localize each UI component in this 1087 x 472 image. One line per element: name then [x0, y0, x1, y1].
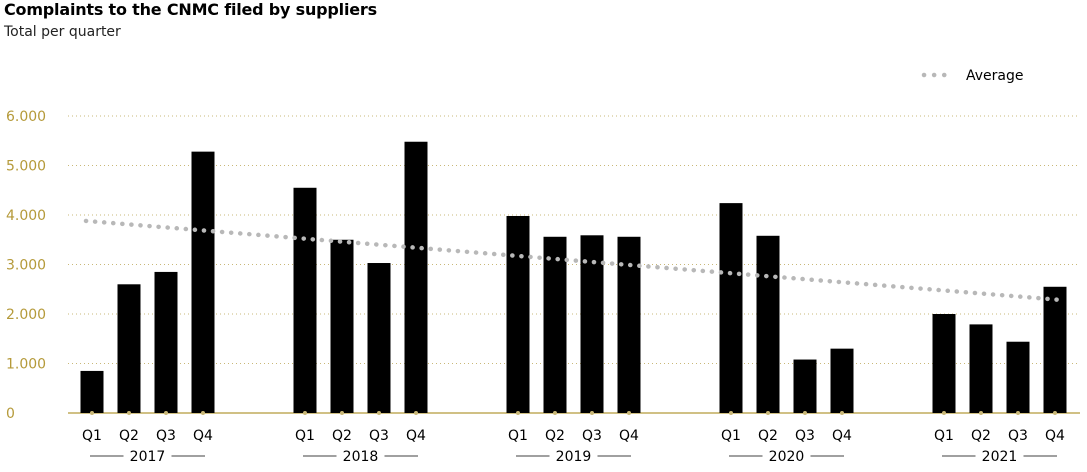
bar — [830, 348, 854, 413]
average-trend-line — [83, 218, 1060, 302]
bar — [80, 370, 104, 413]
x-tick-label: Q4 — [832, 428, 852, 444]
x-tick-marker — [590, 411, 594, 415]
year-label: 2019 — [556, 449, 592, 465]
x-tick-marker — [627, 411, 631, 415]
y-tick-label: 2.000 — [6, 307, 46, 323]
x-tick-marker — [414, 411, 418, 415]
x-tick-label: Q2 — [545, 428, 565, 444]
bar — [756, 235, 780, 413]
y-tick-label: 4.000 — [6, 208, 46, 224]
x-tick-marker — [303, 411, 307, 415]
chart-title: Complaints to the CNMC filed by supplier… — [4, 0, 377, 19]
x-tick-label: Q4 — [193, 428, 213, 444]
x-tick-marker — [942, 411, 946, 415]
x-tick-label: Q2 — [119, 428, 139, 444]
x-tick-label: Q1 — [508, 428, 528, 444]
x-tick-label: Q3 — [156, 428, 176, 444]
x-tick-marker — [840, 411, 844, 415]
x-tick-label: Q4 — [1045, 428, 1065, 444]
y-tick-label: 0 — [6, 406, 15, 422]
bar — [154, 271, 178, 413]
y-tick-label: 5.000 — [6, 159, 46, 175]
year-label: 2021 — [982, 449, 1018, 465]
year-label: 2018 — [343, 449, 379, 465]
bar — [1043, 286, 1067, 413]
bar — [367, 263, 391, 413]
year-label: 2017 — [130, 449, 166, 465]
x-tick-label: Q3 — [795, 428, 815, 444]
x-tick-marker — [1053, 411, 1057, 415]
bar — [293, 187, 317, 413]
bar — [932, 314, 956, 413]
x-tick-marker — [201, 411, 205, 415]
x-tick-marker — [729, 411, 733, 415]
chart-subtitle: Total per quarter — [4, 24, 121, 40]
x-tick-marker — [803, 411, 807, 415]
x-tick-marker — [516, 411, 520, 415]
x-tick-label: Q4 — [406, 428, 426, 444]
bar — [191, 151, 215, 413]
year-label: 2020 — [769, 449, 805, 465]
y-tick-label: 6.000 — [6, 109, 46, 125]
bar — [330, 239, 354, 413]
x-tick-marker — [377, 411, 381, 415]
x-tick-label: Q3 — [369, 428, 389, 444]
x-tick-label: Q1 — [934, 428, 954, 444]
bar — [117, 284, 141, 413]
x-tick-label: Q4 — [619, 428, 639, 444]
bar — [404, 141, 428, 414]
x-tick-marker — [766, 411, 770, 415]
x-tick-label: Q1 — [721, 428, 741, 444]
x-tick-marker — [1016, 411, 1020, 415]
bar — [1006, 341, 1030, 413]
bar — [719, 203, 743, 413]
x-tick-label: Q2 — [971, 428, 991, 444]
x-tick-label: Q3 — [1008, 428, 1028, 444]
y-tick-label: 1.000 — [6, 357, 46, 373]
legend-average-label: Average — [966, 68, 1024, 84]
x-tick-marker — [127, 411, 131, 415]
x-tick-marker — [979, 411, 983, 415]
y-tick-label: 3.000 — [6, 258, 46, 274]
x-tick-label: Q2 — [758, 428, 778, 444]
bar — [543, 236, 567, 413]
x-tick-label: Q3 — [582, 428, 602, 444]
x-tick-marker — [553, 411, 557, 415]
x-tick-label: Q2 — [332, 428, 352, 444]
x-tick-marker — [164, 411, 168, 415]
x-tick-marker — [340, 411, 344, 415]
bar — [506, 215, 530, 413]
bar — [617, 236, 641, 413]
bar — [969, 324, 993, 413]
bar — [580, 235, 604, 413]
x-tick-label: Q1 — [295, 428, 315, 444]
x-tick-label: Q1 — [82, 428, 102, 444]
bar — [793, 359, 817, 413]
x-tick-marker — [90, 411, 94, 415]
